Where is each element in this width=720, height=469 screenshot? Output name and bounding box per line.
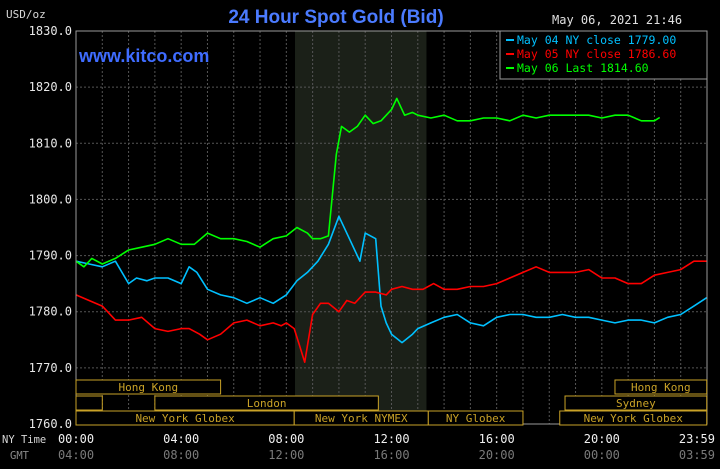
legend: May 04 NY close 1779.00 May 05 NY close … — [499, 30, 708, 80]
market-session-bars: Hong Kong Hong Kong London Sydney New York G… — [75, 379, 708, 426]
x-tick-label-gmt: 04:00 — [58, 448, 94, 462]
x-tick-label-gmt: 20:00 — [479, 448, 515, 462]
session-bar — [614, 379, 708, 395]
watermark: www.kitco.com — [78, 46, 209, 66]
legend-item-may05: May 05 NY close 1786.60 — [517, 47, 676, 61]
session-bar — [154, 395, 379, 411]
x-axis-label-gmt: GMT — [10, 450, 30, 462]
price-series-layer — [75, 97, 708, 364]
session-label: Hong Kong — [118, 381, 178, 394]
y-tick-label: 1800.0 — [29, 192, 72, 206]
nymex-session-shading — [295, 31, 427, 424]
session-label: London — [247, 397, 287, 410]
x-tick-label-ny: 04:00 — [163, 432, 199, 446]
legend-item-may04: May 04 NY close 1779.00 — [517, 33, 676, 47]
session-label: New York NYMEX — [315, 412, 408, 425]
y-tick-label: 1810.0 — [29, 136, 72, 150]
series-may06-line — [75, 97, 661, 268]
session-bar — [564, 395, 708, 411]
x-tick-label-gmt: 08:00 — [163, 448, 199, 462]
session-label: Sydney — [616, 397, 656, 410]
session-bar — [75, 395, 103, 411]
chart-title: 24 Hour Spot Gold (Bid) — [228, 7, 443, 28]
y-tick-label: 1830.0 — [29, 24, 72, 38]
x-tick-label-ny: 00:00 — [58, 432, 94, 446]
timestamp: May 06, 2021 21:46 — [552, 13, 682, 27]
grid-lines — [76, 31, 707, 424]
x-tick-label-ny: 08:00 — [268, 432, 304, 446]
session-label: NY Globex — [446, 412, 506, 425]
x-tick-label-gmt: 12:00 — [268, 448, 304, 462]
y-tick-label: 1780.0 — [29, 305, 72, 319]
session-label: New York Globex — [584, 412, 684, 425]
x-tick-label-gmt: 16:00 — [373, 448, 409, 462]
legend-item-may06: May 06 Last 1814.60 — [517, 61, 649, 75]
x-tick-label-ny: 23:59 — [679, 432, 715, 446]
x-axis-label-ny: NY Time — [2, 434, 46, 446]
session-label: New York Globex — [135, 412, 235, 425]
session-label: Hong Kong — [631, 381, 691, 394]
y-tick-label: 1820.0 — [29, 80, 72, 94]
y-tick-label: 1760.0 — [29, 417, 72, 431]
session-bar — [427, 410, 524, 426]
x-tick-label-gmt: 00:00 — [584, 448, 620, 462]
y-tick-label: 1790.0 — [29, 249, 72, 263]
y-axis-label: USD/oz — [6, 8, 46, 21]
y-axis-ticks: 1830.0 1820.0 1810.0 1800.0 1790.0 1780.0 1770… — [29, 24, 72, 431]
legend-box — [499, 30, 708, 80]
x-axis-ticks: 00:00 04:00 04:00 08:00 08:00 12:00 12:00 16:00… — [58, 432, 715, 462]
series-may05-line — [75, 260, 707, 364]
x-tick-label-ny: 12:00 — [373, 432, 409, 446]
session-bar — [75, 379, 222, 395]
y-tick-label: 1770.0 — [29, 361, 72, 375]
x-tick-label-ny: 20:00 — [584, 432, 620, 446]
series-may04-line — [75, 215, 708, 344]
x-tick-label-ny: 16:00 — [479, 432, 515, 446]
session-bar — [559, 410, 708, 426]
x-tick-label-gmt: 03:59 — [679, 448, 715, 462]
